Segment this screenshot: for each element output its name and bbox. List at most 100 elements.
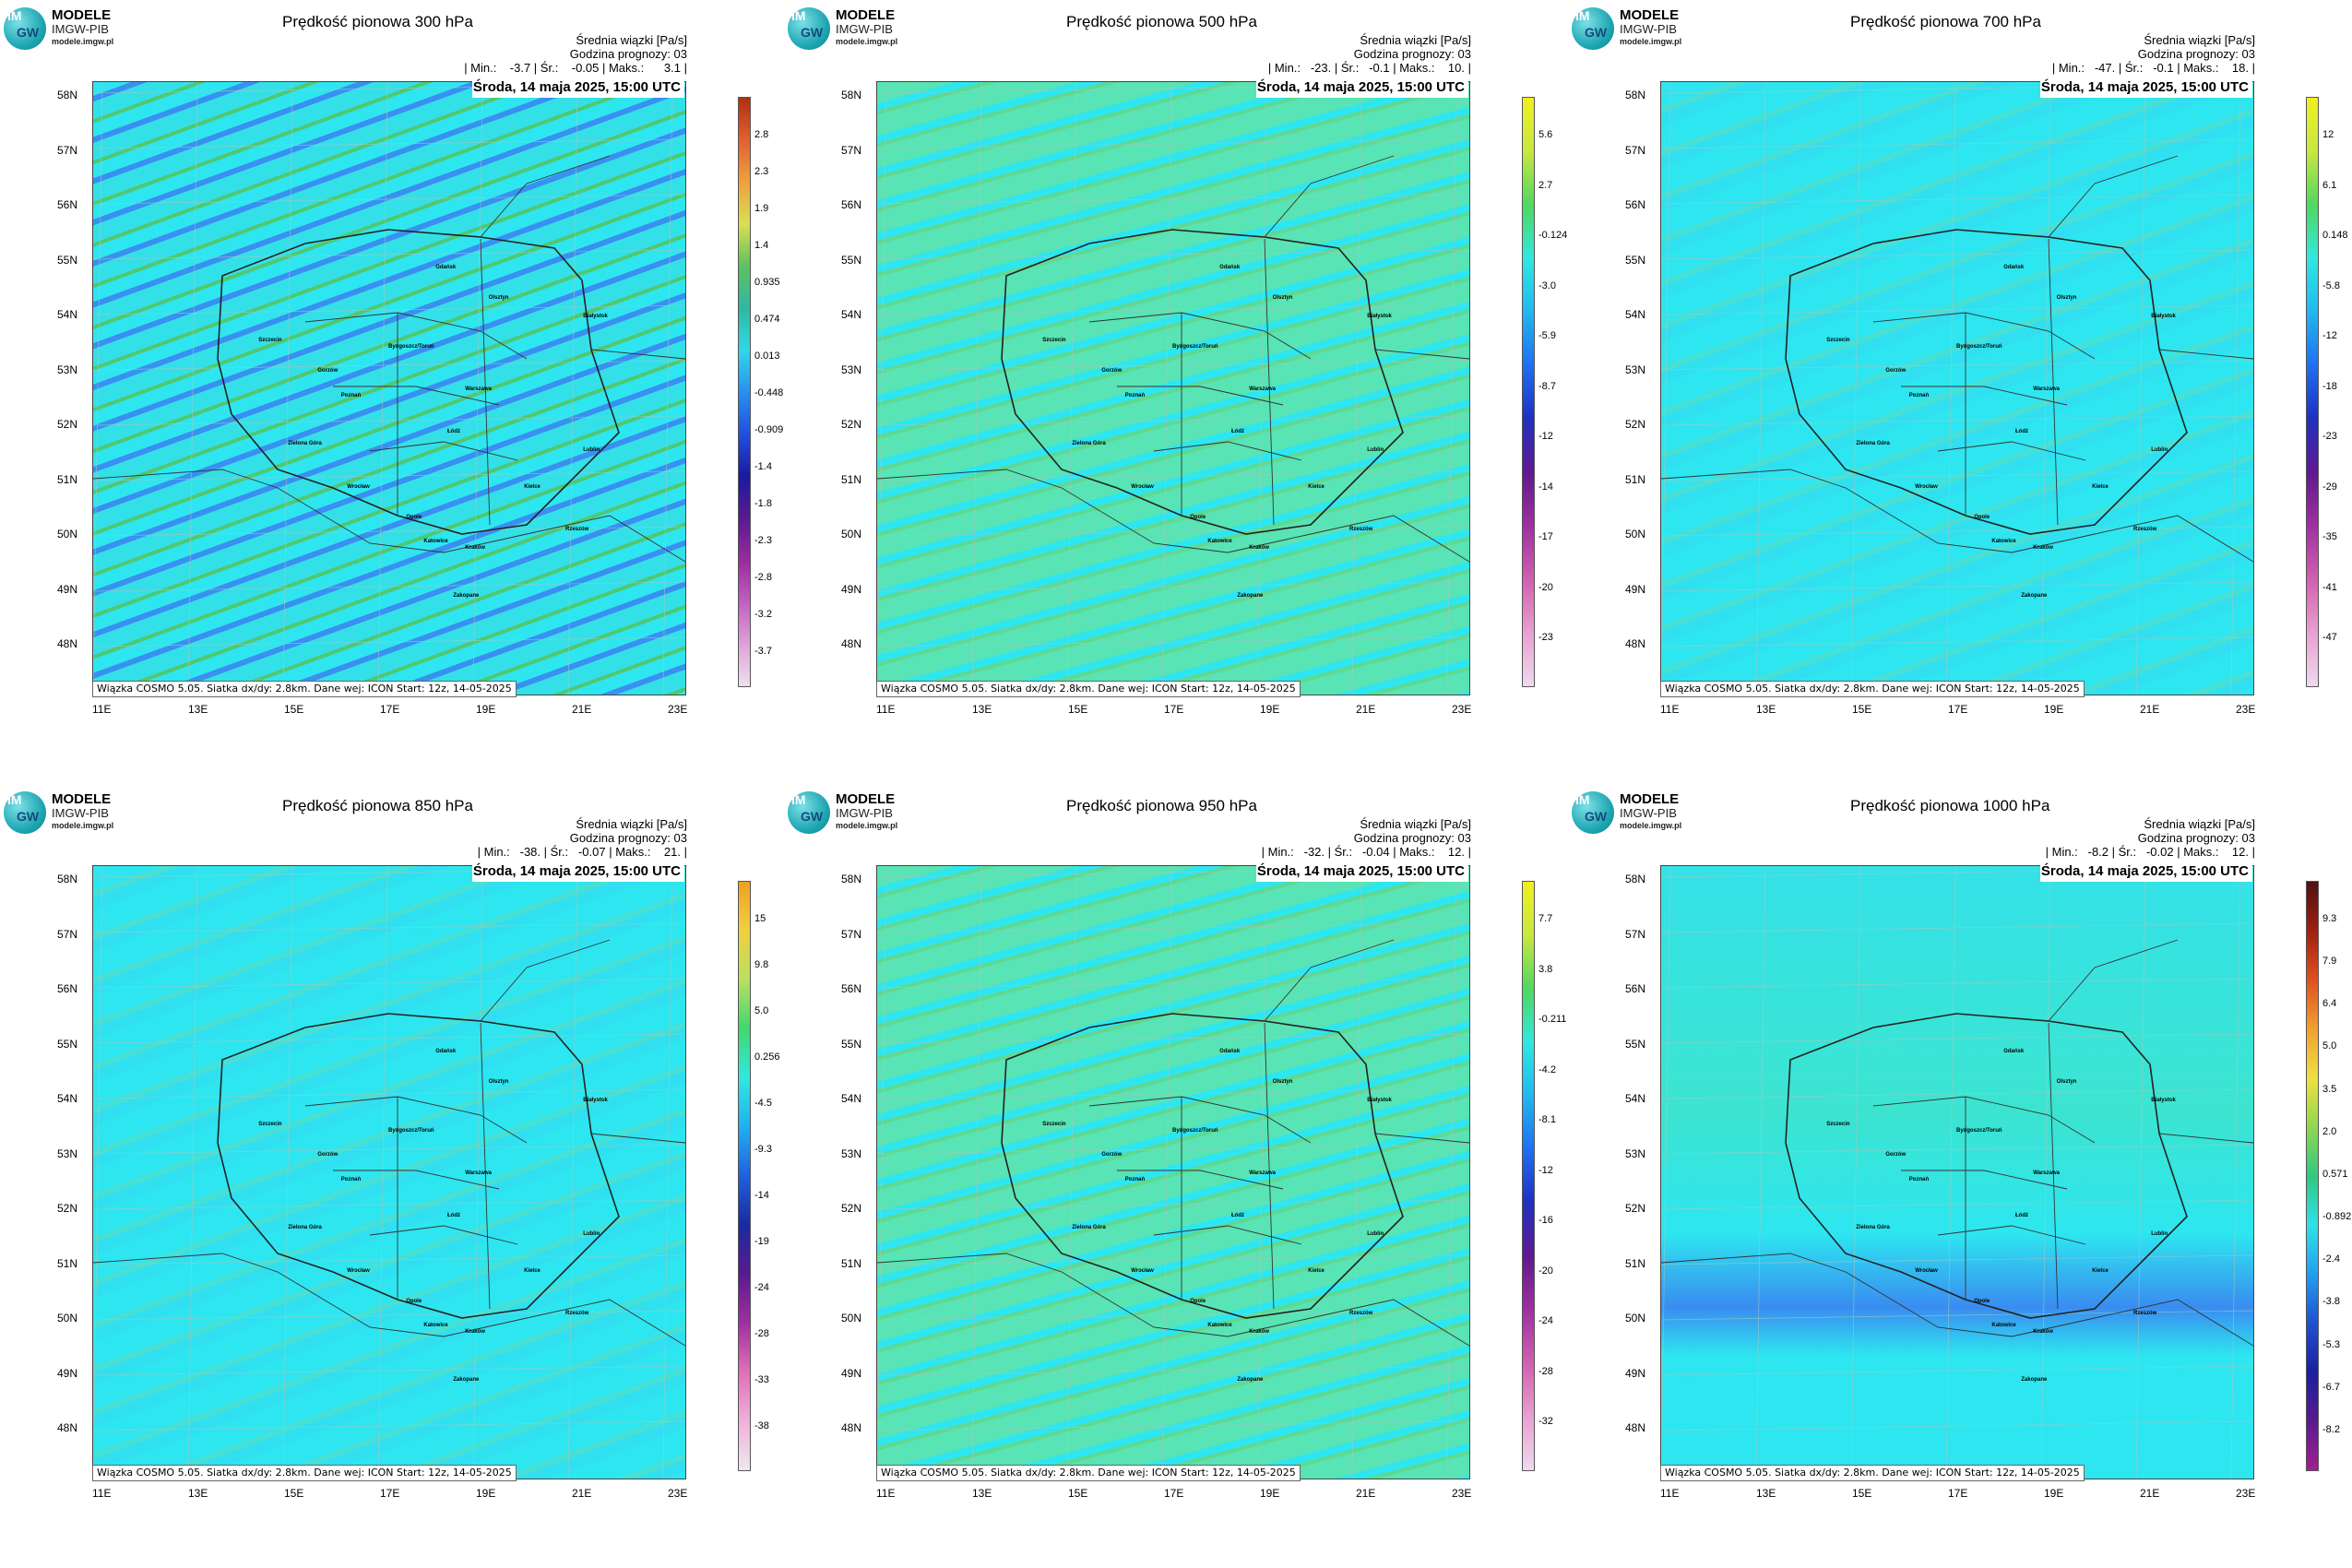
latitude-label: 56N xyxy=(1625,982,1646,995)
colorbar-tick-label: 5.6 xyxy=(1538,129,1553,140)
city-label: Katowice xyxy=(423,1323,448,1328)
info-block: Średnia wiązki [Pa/s] Godzina prognozy: … xyxy=(2138,33,2255,61)
longitude-label: 13E xyxy=(188,1487,208,1500)
map-area: Gdańsk Szczecin Olsztyn Białystok Bydgoszcz/… xyxy=(1660,81,2254,695)
info-line-2: Godzina prognozy: 03 xyxy=(2137,47,2255,61)
latitude-label: 50N xyxy=(57,528,78,540)
longitude-label: 11E xyxy=(876,703,896,716)
city-label: Łódź xyxy=(447,429,460,435)
city-label: Olsztyn xyxy=(2056,1079,2077,1085)
city-label: Zakopane xyxy=(453,1377,480,1384)
brand-url: modele.imgw.pl xyxy=(52,37,114,46)
latitude-label: 51N xyxy=(57,1256,78,1270)
borders-overlay xyxy=(93,82,685,695)
colorbar-tick-label: 2.0 xyxy=(2322,1125,2337,1137)
colorbar-tick-label: -2.3 xyxy=(754,535,772,546)
latitude-label: 53N xyxy=(841,362,862,376)
stats-line: | Min.: -47. | Śr.: -0.1 | Maks.: 18. | xyxy=(2051,61,2255,75)
model-footer: Wiązka COSMO 5.05. Siatka dx/dy: 2.8km. … xyxy=(876,1465,1301,1481)
colorbar-tick-label: 5.0 xyxy=(754,1005,769,1016)
city-label: Gorzów xyxy=(317,1152,339,1158)
logo-text-bottom: GW xyxy=(1585,809,1608,824)
city-label: Szczecin xyxy=(1042,1122,1066,1128)
colorbar-tick-label: -8.2 xyxy=(2322,1423,2340,1435)
info-line-1: Średnia wiązki [Pa/s] xyxy=(2144,817,2255,831)
brand-url: modele.imgw.pl xyxy=(836,37,898,46)
city-label: Zakopane xyxy=(1237,593,1264,600)
panel-title: Prędkość pionowa 850 hPa xyxy=(282,797,473,814)
city-label: Kielce xyxy=(1308,1267,1324,1274)
city-label: Wrocław xyxy=(1131,1267,1154,1274)
colorbar-tick-label: -1.4 xyxy=(754,461,772,472)
latitude-label: 57N xyxy=(841,927,862,941)
latitude-label: 55N xyxy=(1625,253,1646,267)
city-label: Rzeszów xyxy=(565,526,589,532)
city-label: Kraków xyxy=(2033,544,2053,551)
colorbar-tick-label: -29 xyxy=(2322,481,2337,493)
city-label: Łódź xyxy=(447,1213,460,1219)
city-label: Poznań xyxy=(340,392,362,398)
longitude-label: 19E xyxy=(1260,703,1280,716)
colorbar-tick-label: 1.4 xyxy=(754,240,769,251)
imgw-logo-icon xyxy=(788,7,830,50)
imgw-logo-icon xyxy=(788,791,830,834)
city-label: Rzeszów xyxy=(2133,526,2157,532)
forecast-panel: IM GW MODELE IMGW-PIB modele.imgw.pl Prę… xyxy=(0,784,784,1568)
colorbar-tick-label: -0.448 xyxy=(754,387,784,398)
city-label: Katowice xyxy=(1991,1323,2016,1328)
city-label: Bydgoszcz/Toruń xyxy=(1172,343,1218,350)
longitude-label: 21E xyxy=(1356,703,1376,716)
city-label: Kielce xyxy=(1308,483,1324,490)
longitude-label: 13E xyxy=(188,703,208,716)
colorbar-tick-label: 12 xyxy=(2322,129,2334,140)
logo-text-top: IM xyxy=(1575,8,1590,23)
longitude-label: 11E xyxy=(1660,1487,1680,1500)
date-label: Środa, 14 maja 2025, 15:00 UTC xyxy=(472,77,684,98)
city-label: Gdańsk xyxy=(2003,265,2025,270)
longitude-label: 23E xyxy=(2236,703,2256,716)
latitude-label: 49N xyxy=(841,1366,862,1380)
latitude-label: 56N xyxy=(57,982,78,995)
colorbar-tick-label: 6.4 xyxy=(2322,998,2337,1010)
city-label: Zakopane xyxy=(453,593,480,600)
latitude-label: 54N xyxy=(57,308,78,321)
city-label: Bydgoszcz/Toruń xyxy=(388,1127,434,1134)
brand-name: MODELE xyxy=(836,791,896,807)
map-area: Gdańsk Szczecin Olsztyn Białystok Bydgoszcz/… xyxy=(92,865,686,1479)
panel-title: Prędkość pionowa 700 hPa xyxy=(1850,13,2041,30)
imgw-logo-icon xyxy=(4,791,46,834)
info-block: Średnia wiązki [Pa/s] Godzina prognozy: … xyxy=(2138,817,2255,845)
longitude-label: 19E xyxy=(1260,1487,1280,1500)
logo-text-top: IM xyxy=(7,792,22,807)
longitude-label: 13E xyxy=(972,1487,992,1500)
brand-org: IMGW-PIB xyxy=(1620,22,1677,36)
latitude-label: 49N xyxy=(1625,582,1646,596)
logo-text-top: IM xyxy=(791,792,806,807)
colorbar-tick-label: 0.571 xyxy=(2322,1168,2348,1180)
latitude-label: 57N xyxy=(841,143,862,157)
city-label: Kielce xyxy=(524,1267,540,1274)
latitude-label: 51N xyxy=(841,472,862,486)
colorbar-tick-label: -6.7 xyxy=(2322,1381,2340,1393)
longitude-label: 17E xyxy=(380,1487,400,1500)
stats-line: | Min.: -8.2 | Śr.: -0.02 | Maks.: 12. | xyxy=(2045,845,2255,859)
colorbar-tick-label: -28 xyxy=(1538,1365,1553,1377)
forecast-panel: IM GW MODELE IMGW-PIB modele.imgw.pl Prę… xyxy=(784,0,1568,784)
latitude-label: 55N xyxy=(1625,1037,1646,1051)
colorbar-tick-label: -0.124 xyxy=(1538,230,1568,242)
city-label: Kraków xyxy=(465,544,485,551)
longitude-label: 19E xyxy=(2044,1487,2064,1500)
city-label: Kraków xyxy=(2033,1328,2053,1335)
latitude-label: 52N xyxy=(1625,418,1646,431)
colorbar-tick-label: 2.8 xyxy=(754,129,769,140)
city-label: Wrocław xyxy=(347,483,370,490)
longitude-label: 17E xyxy=(380,703,400,716)
longitude-label: 15E xyxy=(284,703,304,716)
stats-line: | Min.: -32. | Śr.: -0.04 | Maks.: 12. | xyxy=(1261,845,1471,859)
latitude-label: 57N xyxy=(57,927,78,941)
latitude-label: 52N xyxy=(57,1202,78,1215)
longitude-label: 17E xyxy=(1948,703,1968,716)
latitude-label: 55N xyxy=(841,253,862,267)
info-line-2: Godzina prognozy: 03 xyxy=(569,47,687,61)
colorbar-tick-label: -8.7 xyxy=(1538,380,1556,392)
